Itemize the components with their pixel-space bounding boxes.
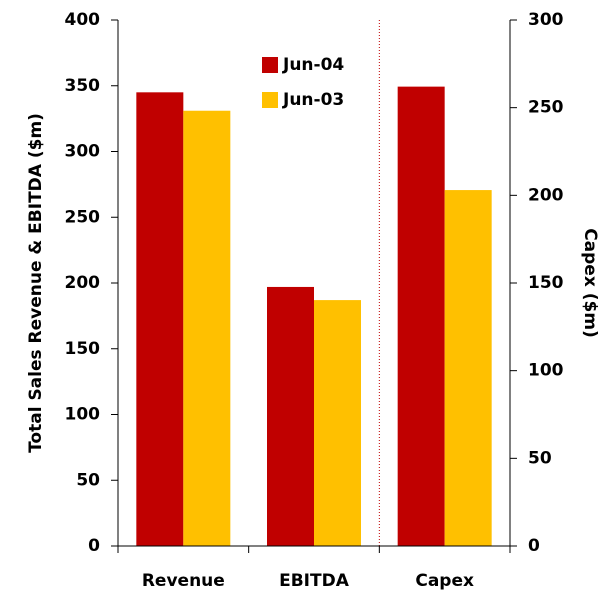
y2-axis-title: Capex ($m) bbox=[580, 228, 600, 338]
y2-tick-label: 200 bbox=[528, 185, 564, 205]
legend-label: Jun-03 bbox=[282, 90, 344, 110]
y-tick-label: 400 bbox=[65, 10, 101, 30]
bar bbox=[397, 86, 445, 547]
y-tick-label: 350 bbox=[65, 76, 101, 96]
y2-tick-label: 100 bbox=[528, 361, 564, 381]
y-axis-title: Total Sales Revenue & EBITDA ($m) bbox=[26, 113, 46, 453]
x-tick-label: Capex bbox=[415, 571, 474, 591]
legend-swatch bbox=[262, 92, 278, 108]
y-tick-label: 0 bbox=[88, 536, 100, 556]
y2-tick-label: 0 bbox=[528, 536, 540, 556]
bar bbox=[444, 190, 492, 546]
bar bbox=[136, 92, 184, 546]
y-tick-label: 250 bbox=[65, 207, 101, 227]
y-tick-label: 50 bbox=[76, 470, 100, 490]
y2-tick-label: 150 bbox=[528, 273, 564, 293]
bar bbox=[314, 300, 361, 546]
y-tick-label: 150 bbox=[65, 339, 101, 359]
y2-tick-label: 250 bbox=[528, 98, 564, 118]
legend-label: Jun-04 bbox=[282, 55, 344, 75]
bar bbox=[267, 286, 314, 546]
legend-swatch bbox=[262, 57, 278, 73]
y2-tick-label: 50 bbox=[528, 448, 552, 468]
y-tick-label: 200 bbox=[65, 273, 101, 293]
bar bbox=[183, 110, 231, 547]
x-tick-label: Revenue bbox=[142, 571, 225, 591]
y-tick-label: 100 bbox=[65, 405, 101, 425]
x-tick-label: EBITDA bbox=[279, 571, 350, 591]
y-tick-label: 300 bbox=[65, 142, 101, 162]
y2-tick-label: 300 bbox=[528, 10, 564, 30]
